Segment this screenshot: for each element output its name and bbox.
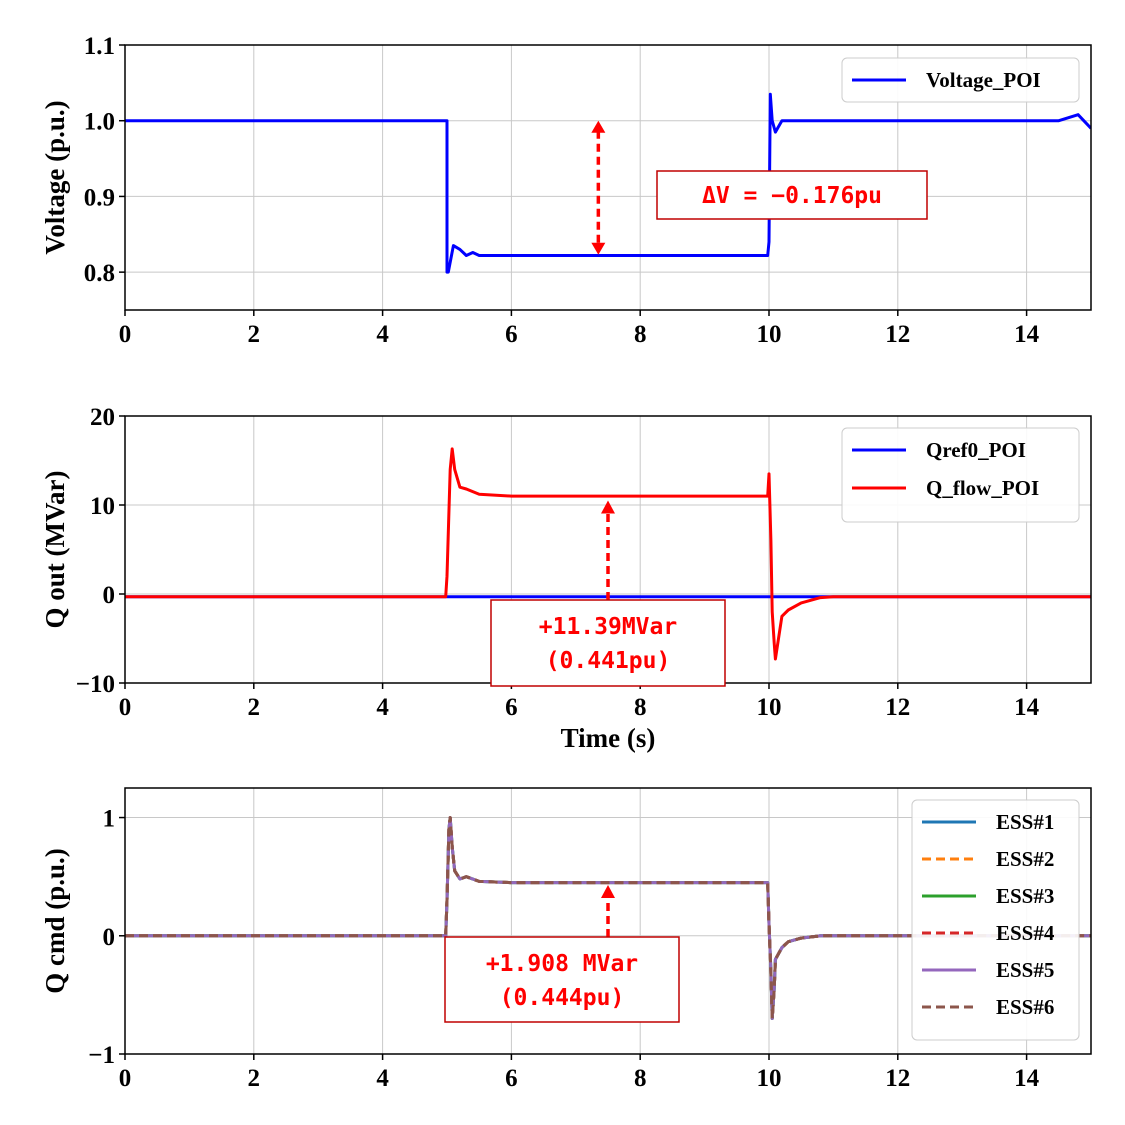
annotation-text-line: (0.441pu): [546, 648, 671, 674]
series-line-Voltage_POI: [125, 92, 1091, 274]
x-tick-label: 12: [885, 321, 910, 348]
x-tick-label: 6: [505, 321, 518, 348]
x-tick-label: 10: [757, 1065, 782, 1092]
x-tick-label: 14: [1014, 321, 1040, 348]
annotation-box: [490, 599, 726, 687]
x-tick-label: 0: [119, 321, 132, 348]
x-tick-label: 12: [885, 1065, 910, 1092]
legend-label: ESS#3: [996, 884, 1054, 908]
arrow-head-up: [591, 120, 606, 133]
x-tick-label: 14: [1014, 694, 1040, 721]
x-tick-label: 2: [248, 1065, 261, 1092]
plot-area: [125, 816, 1091, 1020]
plot-frame: [124, 787, 1092, 1055]
y-tick-label: 1: [103, 806, 116, 833]
annotation-text-line: (0.444pu): [500, 985, 625, 1011]
legend-label: ESS#2: [996, 847, 1054, 871]
y-tick-label: 1.0: [84, 109, 115, 136]
y-tick-label: 0.9: [84, 184, 115, 211]
x-tick-label: 8: [634, 321, 647, 348]
legend-label: ESS#4: [996, 921, 1055, 945]
chart-panel-1: 0 2 4 6 8 10 12 14 0.8 0.9 1.0 1.1 Voltage (p.u.) Vol…: [40, 33, 1092, 348]
x-axis-label: Time (s): [561, 723, 656, 753]
x-tick-label: 4: [376, 321, 389, 348]
series-line-ESS#6: [125, 816, 1091, 1020]
y-axis-label: Q out (MVar): [40, 471, 70, 629]
y-tick-label: −10: [76, 671, 115, 698]
annotation-text-line: +1.908 MVar: [486, 951, 638, 977]
legend-label: Q_flow_POI: [926, 476, 1039, 500]
y-tick-label: 20: [90, 404, 115, 431]
plot-frame: [124, 44, 1092, 311]
legend-label: ESS#5: [996, 958, 1054, 982]
x-tick-label: 12: [885, 694, 910, 721]
x-tick-label: 6: [505, 694, 518, 721]
x-tick-label: 8: [634, 1065, 647, 1092]
arrow-head-up: [601, 884, 615, 898]
plot-area: [125, 92, 1091, 274]
x-tick-label: 4: [376, 1065, 389, 1092]
x-tick-label: 0: [119, 1065, 132, 1092]
annotation-text-line: +11.39MVar: [539, 614, 677, 640]
legend-box: [841, 57, 1080, 103]
y-tick-label: 0: [103, 924, 116, 951]
annotation-text: ΔV = −0.176pu: [702, 183, 882, 209]
legend-label: ESS#1: [996, 810, 1054, 834]
y-tick-label: 1.1: [84, 33, 115, 60]
x-tick-label: 14: [1014, 1065, 1040, 1092]
x-tick-label: 6: [505, 1065, 518, 1092]
y-axis-label: Q cmd (p.u.): [40, 848, 70, 994]
y-tick-label: 0.8: [84, 260, 115, 287]
legend-label: Qref0_POI: [926, 438, 1026, 462]
arrow-head-down: [591, 242, 606, 255]
y-tick-label: 0: [103, 582, 116, 609]
x-tick-label: 0: [119, 694, 132, 721]
x-tick-label: 2: [248, 694, 261, 721]
x-tick-label: 4: [376, 694, 389, 721]
legend-label: ESS#6: [996, 995, 1054, 1019]
y-axis-label: Voltage (p.u.): [40, 100, 70, 254]
annotation-box: [656, 170, 928, 220]
annotation-box: [444, 936, 680, 1023]
y-tick-label: −1: [88, 1042, 115, 1069]
series-line-Q_flow_POI: [125, 447, 1091, 661]
arrow-head-up: [601, 500, 615, 514]
x-tick-label: 10: [757, 321, 782, 348]
y-tick-label: 10: [90, 493, 115, 520]
legend-label: Voltage_POI: [926, 68, 1041, 92]
x-tick-label: 10: [757, 694, 782, 721]
x-tick-label: 2: [248, 321, 261, 348]
x-tick-label: 8: [634, 694, 647, 721]
